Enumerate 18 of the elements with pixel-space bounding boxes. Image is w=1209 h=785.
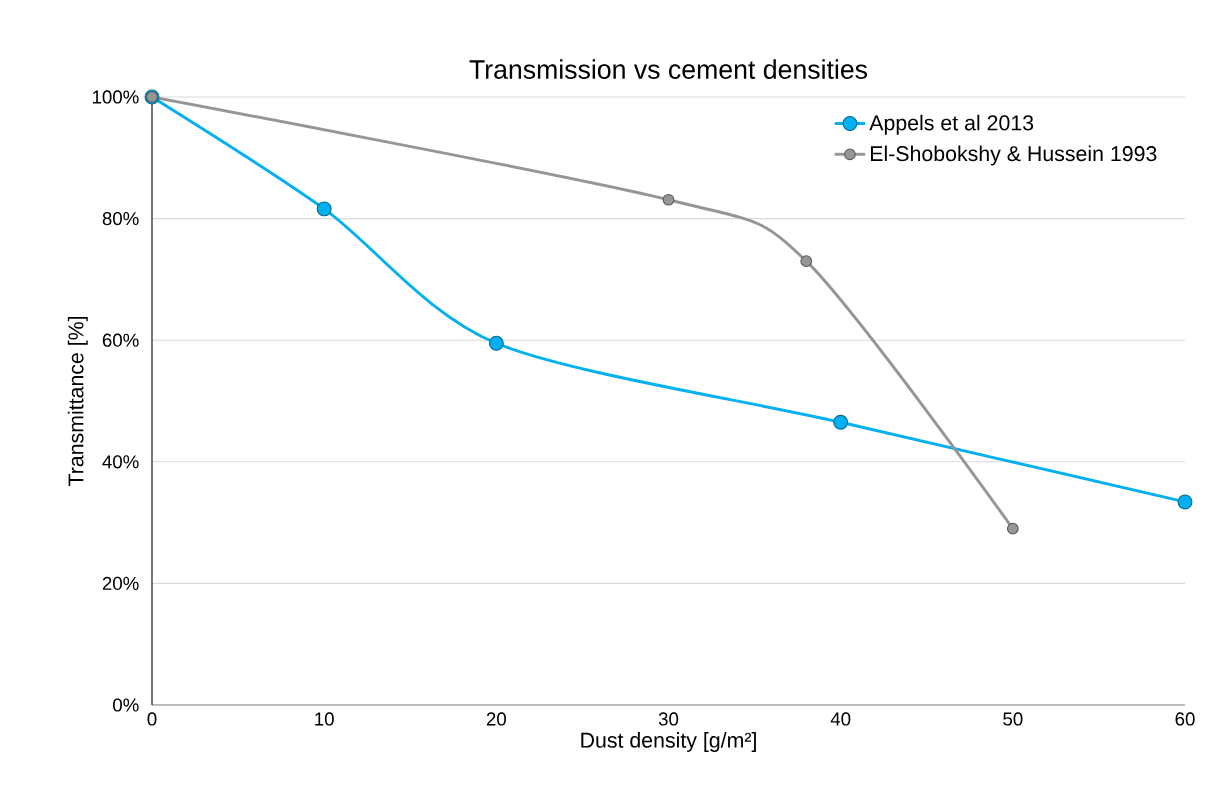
x-tick-label: 0 <box>147 712 157 726</box>
x-tick-label: 30 <box>658 712 679 726</box>
y-tick-label: 60% <box>102 333 139 347</box>
x-tick-label: 20 <box>486 712 506 726</box>
chart-title: Transmission vs cement densities <box>469 59 868 79</box>
x-tick-label: 60 <box>1175 712 1195 726</box>
x-axis-title: Dust density [g/m²] <box>581 732 756 752</box>
legend-label: El-Shobokshy & Hussein 1993 <box>871 145 1157 166</box>
y-tick-label: 20% <box>102 576 139 591</box>
x-tick-label: 10 <box>315 712 334 726</box>
y-tick-label: 0% <box>113 698 139 712</box>
y-axis-title: Transmittance [%] <box>67 316 88 487</box>
x-tick-label: 50 <box>1003 712 1023 726</box>
y-tick-label: 80% <box>102 211 139 226</box>
y-tick-label: 40% <box>102 455 139 469</box>
x-tick-label: 40 <box>830 712 851 726</box>
y-tick-label: 100% <box>92 90 139 104</box>
legend-label: Appels et al 2013 <box>869 114 1034 135</box>
